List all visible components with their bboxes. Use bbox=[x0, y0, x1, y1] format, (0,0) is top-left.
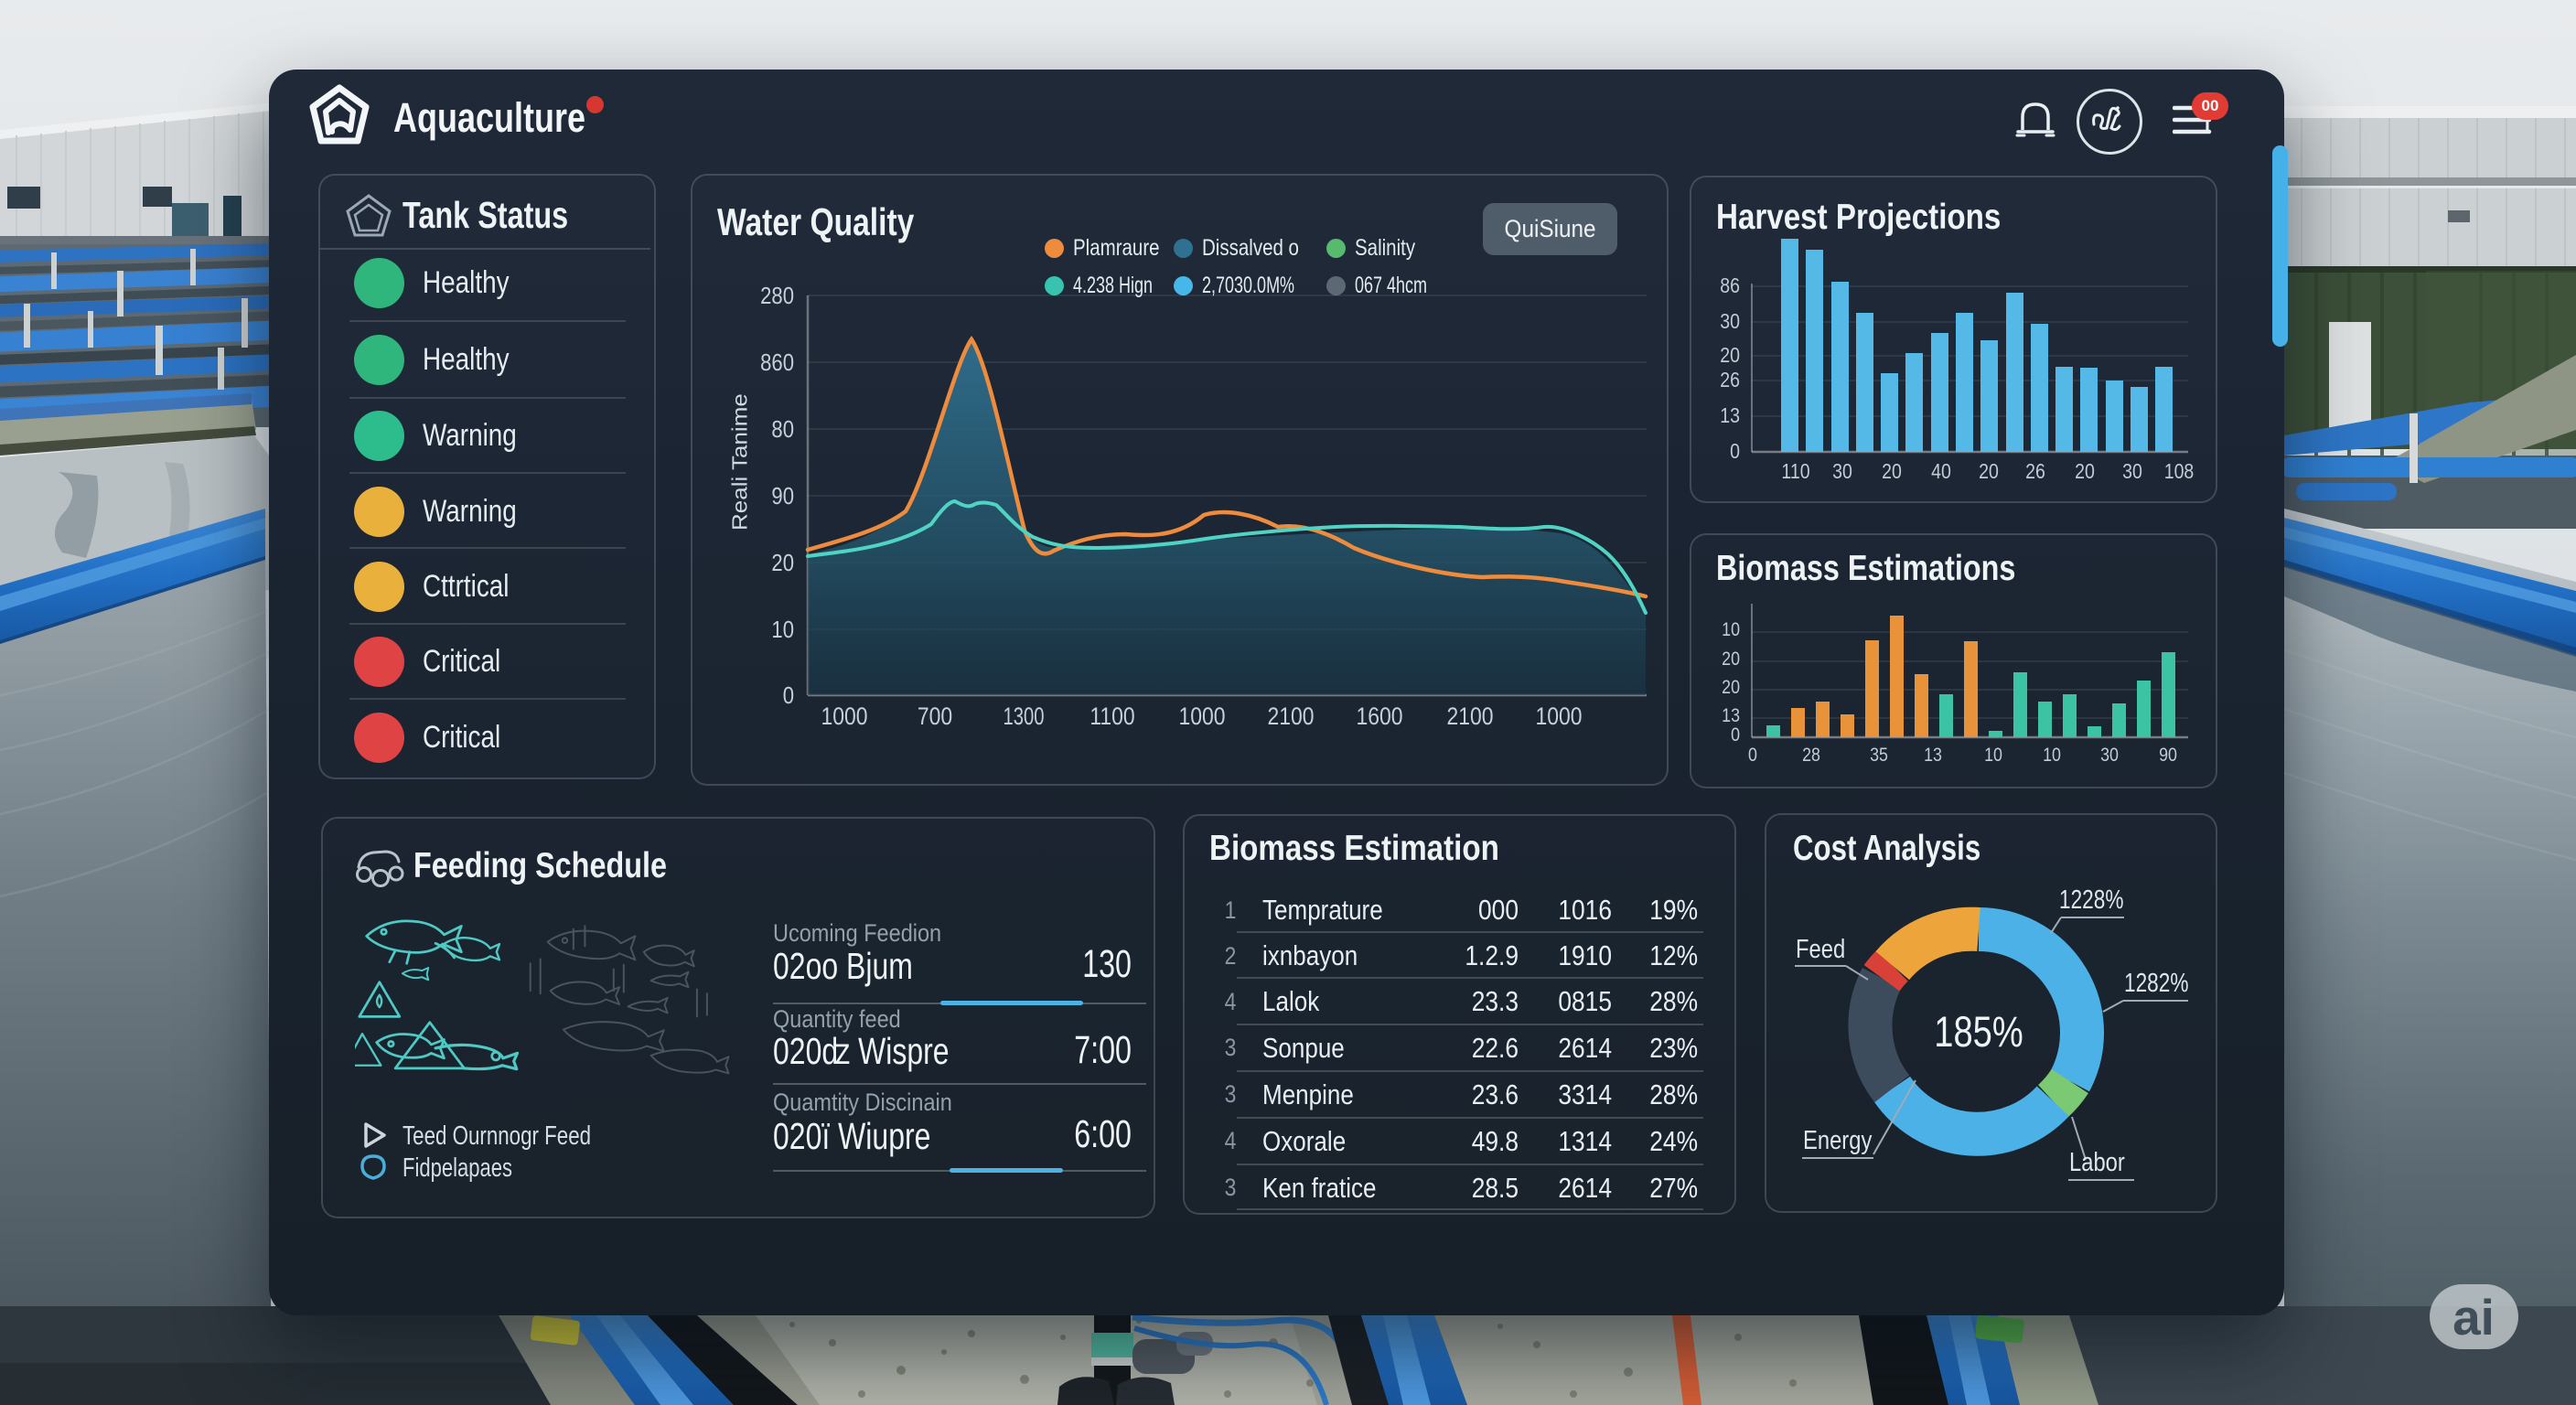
svg-text:ai: ai bbox=[2453, 1289, 2495, 1346]
